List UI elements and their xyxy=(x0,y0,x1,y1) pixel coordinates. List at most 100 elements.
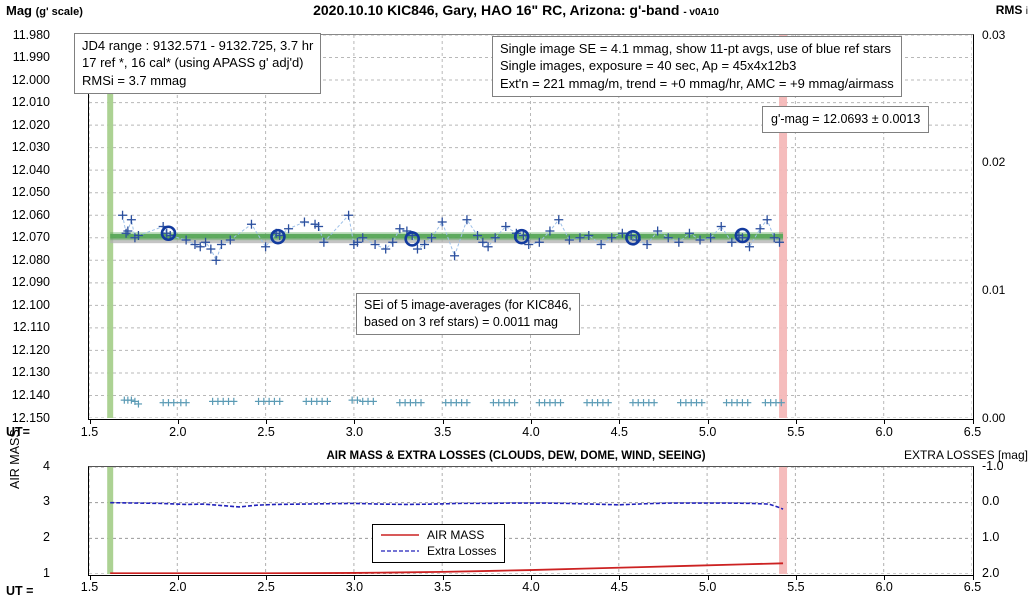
mag-y-tick: 12.080 xyxy=(11,252,50,267)
rms-axis-label-sub: i xyxy=(1025,6,1028,17)
obs-note-line-0: Single image SE = 4.1 mmag, show 11-pt a… xyxy=(500,41,892,56)
airmass-plot-svg xyxy=(89,467,973,575)
chart-title-text: 2020.10.10 KIC846, Gary, HAO 16" RC, Ari… xyxy=(313,2,680,18)
ut-x-tickmark xyxy=(354,419,356,424)
jd-note-line-1: 17 ref *, 16 cal* (using APASS g' adj'd) xyxy=(82,55,304,71)
mag-y-tick: 12.010 xyxy=(11,95,50,110)
extra-losses-y-tick: -1.0 xyxy=(982,458,1004,473)
airmass-y-tick: 4 xyxy=(43,458,50,473)
sei-note-line-1: based on 3 ref stars) = 0.0011 mag xyxy=(364,314,558,329)
obs-note-line-1: Single images, exposure = 40 sec, Ap = 4… xyxy=(500,58,797,74)
rms-y-tick: 0.03 xyxy=(982,27,1006,42)
ut-x-tick: 5.0 xyxy=(698,425,717,439)
ut-x-tickmark-bottom xyxy=(177,575,179,580)
legend-line-extra-losses xyxy=(381,550,419,552)
airmass-y-tick: 1 xyxy=(43,565,50,580)
airmass-axis-label: AIR MASS xyxy=(8,429,22,489)
gmag-value: g'-mag = 12.0693 ± 0.0013 xyxy=(771,112,921,126)
ut-x-tickmark-bottom xyxy=(884,575,886,580)
mag-y-tick: 12.140 xyxy=(11,387,50,402)
ut-x-tick-bottom: 1.5 xyxy=(80,580,99,594)
ut-x-tick: 4.5 xyxy=(610,425,628,439)
extra-losses-axis-label: EXTRA LOSSES [mag] xyxy=(903,448,1028,462)
mag-y-tick: 12.030 xyxy=(11,140,50,155)
observation-note: Single image SE = 4.1 mmag, show 11-pt a… xyxy=(492,36,902,97)
ut-x-tick-bottom: 4.0 xyxy=(522,580,540,594)
mag-y-tick: 12.020 xyxy=(11,117,50,132)
ut-x-tick-bottom: 5.5 xyxy=(787,580,805,594)
rms-y-tick: 0.01 xyxy=(982,282,1006,297)
mag-y-tick: 12.150 xyxy=(11,410,50,425)
rms-y-tick: 0.00 xyxy=(982,410,1006,425)
ut-x-tickmark xyxy=(531,419,532,424)
legend-label-extra-losses: Extra Losses xyxy=(427,544,497,559)
mag-axis-label-sub: (g' scale) xyxy=(35,6,83,18)
legend-item-extra-losses: Extra Losses xyxy=(379,543,496,559)
mag-y-tick: 12.000 xyxy=(11,72,50,87)
mag-y-tick: 12.100 xyxy=(11,297,50,312)
ut-x-tickmark xyxy=(266,419,268,424)
ut-x-tick: 6.5 xyxy=(963,425,982,439)
ut-x-tick-bottom: 5.0 xyxy=(698,580,717,594)
ut-x-tick-bottom: 6.5 xyxy=(963,580,982,594)
ut-x-tickmark xyxy=(884,419,886,424)
sei-note: SEi of 5 image-averages (for KIC846, bas… xyxy=(356,293,580,336)
mag-y-tick: 12.120 xyxy=(11,342,50,357)
ut-x-tickmark xyxy=(795,419,797,424)
mag-y-tick: 12.070 xyxy=(11,230,50,245)
ut-x-tick: 5.5 xyxy=(787,425,805,439)
mag-y-tick: 12.130 xyxy=(11,365,50,380)
ut-x-tick: 1.5 xyxy=(80,425,99,439)
mag-y-tick: 11.990 xyxy=(12,50,50,65)
ut-x-tickmark-bottom xyxy=(531,575,532,580)
sei-note-line-0: SEi of 5 image-averages (for KIC846, xyxy=(364,298,572,312)
ut-x-tickmark-bottom xyxy=(354,575,356,580)
mag-y-tick: 12.050 xyxy=(11,185,50,200)
obs-note-line-2: Ext'n = 221 mmag/m, trend = +0 mmag/hr, … xyxy=(500,75,894,91)
ut-x-tickmark-bottom xyxy=(442,575,444,580)
airmass-plot-title: AIR MASS & EXTRA LOSSES (CLOUDS, DEW, DO… xyxy=(326,450,706,462)
ut-x-tick-bottom: 3.5 xyxy=(433,580,452,594)
airmass-plot xyxy=(88,466,974,576)
mag-y-tick: 12.060 xyxy=(11,207,50,222)
chart-title-version: - v0A10 xyxy=(683,7,719,18)
ut-x-tick-bottom: 2.5 xyxy=(257,580,275,594)
mag-y-tick: 12.110 xyxy=(12,320,50,335)
mag-y-tick: 12.090 xyxy=(11,275,50,290)
rms-axis-label: RMS i xyxy=(996,3,1028,17)
ut-x-tickmark-bottom xyxy=(266,575,268,580)
ut-x-tick-bottom: 3.0 xyxy=(345,580,364,594)
ut-x-tick: 2.5 xyxy=(257,425,275,439)
ut-x-tick-bottom: 6.0 xyxy=(875,580,893,594)
mag-axis-label: Mag (g' scale) xyxy=(6,3,83,18)
ut-x-tickmark-bottom xyxy=(795,575,797,580)
ut-x-tick: 4.0 xyxy=(522,425,540,439)
jd-range-note: JD4 range : 9132.571 - 9132.725, 3.7 hr … xyxy=(74,33,322,94)
ut-x-tickmark-bottom xyxy=(619,575,621,580)
page-title: 2020.10.10 KIC846, Gary, HAO 16" RC, Ari… xyxy=(0,2,1032,18)
legend-line-air-mass xyxy=(381,534,419,536)
mag-y-tick: 11.980 xyxy=(12,27,50,42)
legend-label-air-mass: AIR MASS xyxy=(427,528,485,542)
mag-axis-label-main: Mag xyxy=(6,3,32,18)
jd-note-line-0: JD4 range : 9132.571 - 9132.725, 3.7 hr xyxy=(82,38,314,53)
ut-x-tickmark xyxy=(619,419,621,424)
rms-axis-label-main: RMS xyxy=(995,3,1023,17)
legend-item-air-mass: AIR MASS xyxy=(379,527,496,543)
ut-x-tickmark-bottom xyxy=(707,575,709,580)
ut-x-tickmark-bottom xyxy=(89,575,91,580)
ut-x-tickmark xyxy=(442,419,444,424)
ut-x-tick: 6.0 xyxy=(875,425,893,439)
jd-note-line-2: RMSi = 3.7 mmag xyxy=(82,72,187,88)
magnitude-plot-svg xyxy=(89,35,973,419)
gmag-result-note: g'-mag = 12.0693 ± 0.0013 xyxy=(762,106,930,133)
airmass-y-tick: 2 xyxy=(43,529,50,544)
ut-x-tickmark xyxy=(177,419,179,424)
magnitude-plot xyxy=(88,34,974,420)
extra-losses-y-tick: 1.0 xyxy=(982,529,1000,544)
airmass-y-tick: 3 xyxy=(43,494,50,509)
ut-x-tickmark xyxy=(89,419,91,424)
extra-losses-y-tick: 0.0 xyxy=(982,494,1000,509)
ut-x-tick: 3.5 xyxy=(433,425,452,439)
magnitude-plot-canvas xyxy=(89,35,973,419)
